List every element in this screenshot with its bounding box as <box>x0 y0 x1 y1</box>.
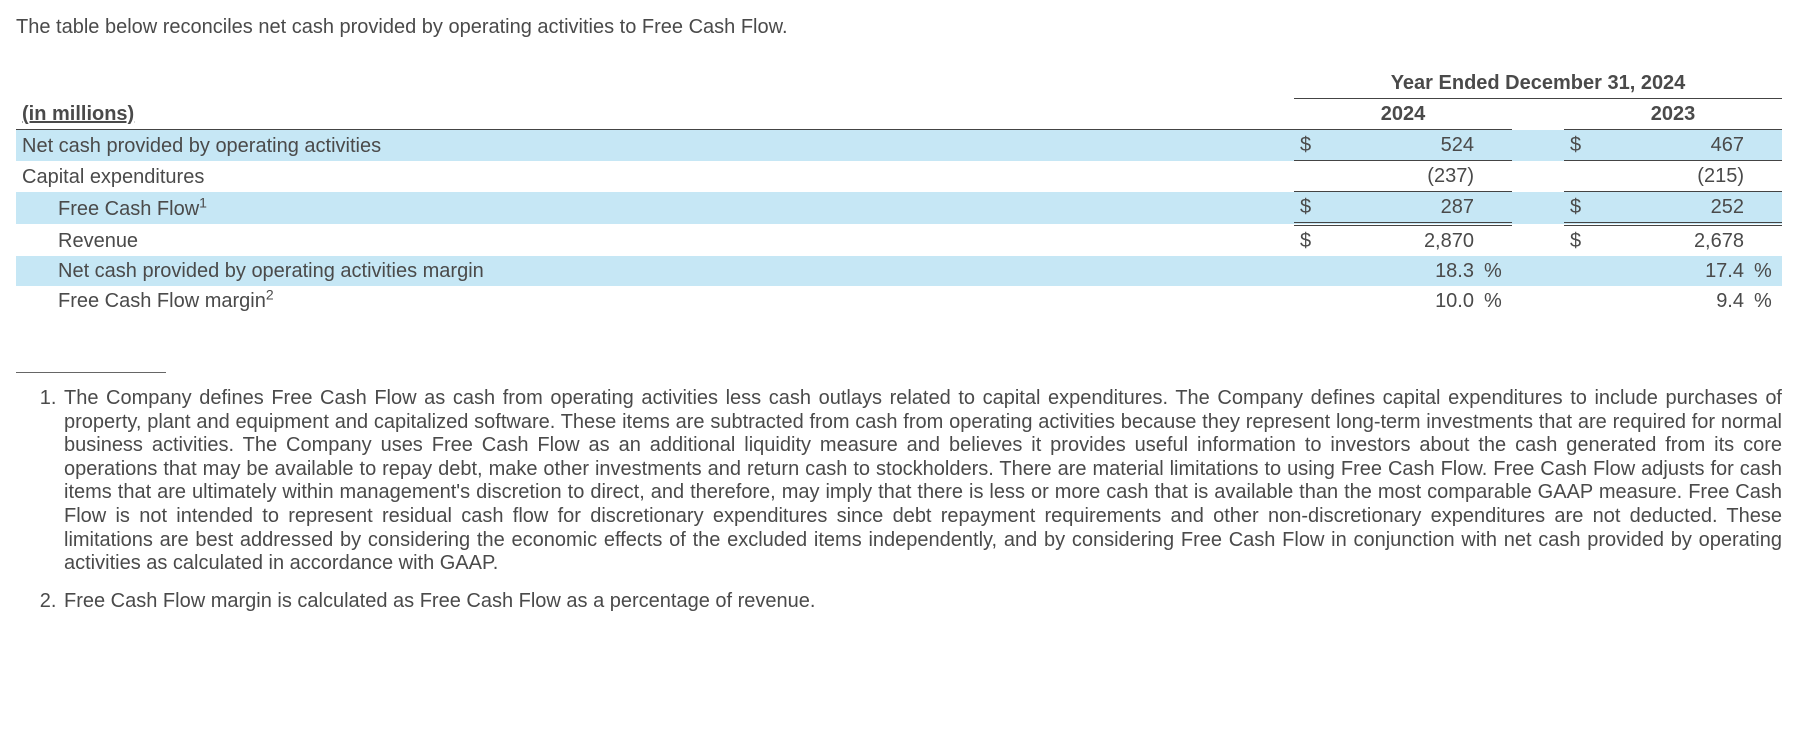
value-suffix <box>1478 224 1512 256</box>
footnotes-list: The Company defines Free Cash Flow as ca… <box>16 387 1782 613</box>
value-suffix <box>1478 161 1512 192</box>
value-suffix: % <box>1748 256 1782 286</box>
table-body: Year Ended December 31, 2024 (in million… <box>16 68 1782 316</box>
value-suffix: % <box>1478 286 1512 316</box>
free-cash-flow-table: Year Ended December 31, 2024 (in million… <box>16 68 1782 316</box>
currency-symbol: $ <box>1564 130 1598 161</box>
currency-symbol <box>1564 161 1598 192</box>
column-spacer <box>1512 286 1564 316</box>
column-spacer <box>1512 256 1564 286</box>
row-label: Free Cash Flow margin2 <box>16 286 1294 316</box>
cell-value: 17.4 <box>1598 256 1748 286</box>
footnote-1: The Company defines Free Cash Flow as ca… <box>62 387 1782 576</box>
cell-value: 18.3 <box>1328 256 1478 286</box>
table-row: Free Cash Flow1$287$252 <box>16 192 1782 225</box>
cell-value: 2,870 <box>1328 224 1478 256</box>
row-label: Capital expenditures <box>16 161 1294 192</box>
currency-symbol: $ <box>1564 224 1598 256</box>
column-spacer <box>1512 130 1564 161</box>
currency-symbol <box>1564 256 1598 286</box>
table-row: Capital expenditures (237) (215) <box>16 161 1782 192</box>
value-suffix <box>1748 224 1782 256</box>
currency-symbol <box>1294 161 1328 192</box>
footnote-ref: 2 <box>266 286 274 302</box>
value-suffix: % <box>1748 286 1782 316</box>
currency-symbol <box>1294 256 1328 286</box>
table-row: Free Cash Flow margin210.0%9.4% <box>16 286 1782 316</box>
col-year-1: 2023 <box>1564 99 1782 130</box>
value-suffix <box>1748 161 1782 192</box>
value-suffix <box>1748 130 1782 161</box>
cell-value: 287 <box>1328 192 1478 225</box>
value-suffix <box>1478 130 1512 161</box>
column-spacer <box>1512 224 1564 256</box>
cell-value: 467 <box>1598 130 1748 161</box>
column-spacer <box>1512 161 1564 192</box>
cell-value: 2,678 <box>1598 224 1748 256</box>
currency-symbol: $ <box>1294 224 1328 256</box>
table-row: Net cash provided by operating activitie… <box>16 256 1782 286</box>
table-row: Net cash provided by operating activitie… <box>16 130 1782 161</box>
row-label: Revenue <box>16 224 1294 256</box>
value-suffix <box>1478 192 1512 225</box>
currency-symbol: $ <box>1294 192 1328 225</box>
row-label: Net cash provided by operating activitie… <box>16 130 1294 161</box>
column-spacer <box>1512 192 1564 225</box>
currency-symbol: $ <box>1294 130 1328 161</box>
cell-value: 9.4 <box>1598 286 1748 316</box>
footnote-ref: 1 <box>199 194 207 210</box>
currency-symbol <box>1564 286 1598 316</box>
col-year-0: 2024 <box>1294 99 1512 130</box>
cell-value: 524 <box>1328 130 1478 161</box>
row-label: Free Cash Flow1 <box>16 192 1294 225</box>
units-label: (in millions) <box>16 99 1294 130</box>
currency-symbol <box>1294 286 1328 316</box>
intro-paragraph: The table below reconciles net cash prov… <box>16 14 1782 40</box>
value-suffix: % <box>1478 256 1512 286</box>
cell-value: (215) <box>1598 161 1748 192</box>
footnote-separator <box>16 372 166 373</box>
footnote-2: Free Cash Flow margin is calculated as F… <box>62 590 1782 614</box>
table-row: Revenue$2,870$2,678 <box>16 224 1782 256</box>
cell-value: 10.0 <box>1328 286 1478 316</box>
period-header: Year Ended December 31, 2024 <box>1294 68 1782 99</box>
row-label: Net cash provided by operating activitie… <box>16 256 1294 286</box>
cell-value: 252 <box>1598 192 1748 225</box>
value-suffix <box>1748 192 1782 225</box>
currency-symbol: $ <box>1564 192 1598 225</box>
cell-value: (237) <box>1328 161 1478 192</box>
